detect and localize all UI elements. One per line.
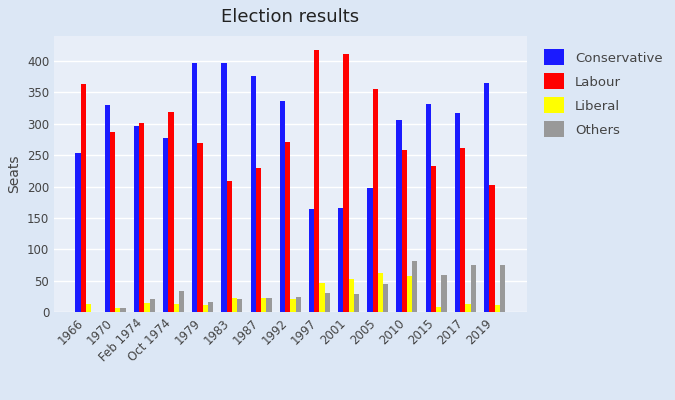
Bar (431, 166, 436, 312)
Bar (105, 105, 110, 312)
Bar (402, 150, 407, 312)
Bar (484, 83, 489, 312)
Legend: Conservative, Labour, Liberal, Others: Conservative, Labour, Liberal, Others (538, 42, 669, 144)
Bar (139, 123, 144, 312)
Bar (115, 308, 120, 312)
Bar (168, 112, 173, 312)
Bar (338, 208, 344, 312)
Bar (426, 104, 431, 312)
Bar (296, 297, 301, 312)
Bar (354, 294, 359, 312)
Bar (179, 291, 184, 312)
Bar (373, 89, 378, 312)
Bar (489, 185, 495, 312)
Bar (325, 293, 330, 312)
Bar (314, 50, 319, 312)
Bar (500, 265, 505, 312)
Bar (173, 304, 179, 312)
Bar (412, 260, 417, 312)
Bar (319, 283, 325, 312)
Bar (202, 305, 208, 312)
Bar (120, 308, 126, 312)
Bar (144, 303, 150, 312)
Bar (465, 304, 470, 312)
Bar (279, 101, 285, 312)
Bar (237, 299, 242, 312)
Bar (396, 120, 402, 312)
Y-axis label: Seats: Seats (7, 155, 22, 193)
Bar (261, 298, 267, 312)
Bar (163, 138, 168, 312)
Bar (378, 273, 383, 312)
Bar (441, 275, 447, 312)
Bar (470, 265, 476, 312)
Bar (250, 76, 256, 312)
Bar (367, 188, 373, 312)
Bar (150, 300, 155, 312)
Bar (134, 126, 139, 312)
Bar (407, 276, 412, 312)
Bar (344, 54, 348, 312)
Bar (227, 181, 232, 312)
Bar (460, 148, 465, 312)
Bar (192, 63, 198, 312)
Bar (208, 302, 213, 312)
Bar (256, 168, 261, 312)
Bar (455, 113, 460, 312)
Bar (290, 300, 296, 312)
Bar (285, 142, 290, 312)
Bar (76, 153, 81, 312)
Bar (436, 307, 441, 312)
Bar (309, 208, 314, 312)
Title: Election results: Election results (221, 8, 359, 26)
Bar (495, 305, 500, 312)
Bar (348, 279, 354, 312)
Bar (110, 132, 115, 312)
Bar (221, 63, 227, 312)
Bar (383, 284, 388, 312)
Bar (86, 304, 91, 312)
Bar (232, 298, 237, 312)
Bar (81, 84, 86, 312)
Bar (267, 298, 271, 312)
Bar (198, 143, 202, 312)
